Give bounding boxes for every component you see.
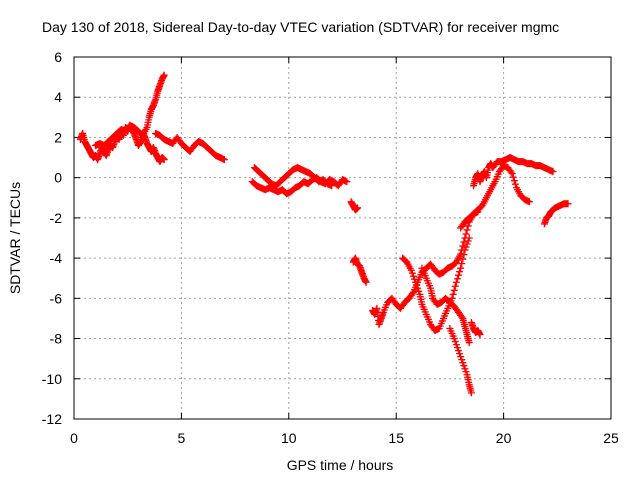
data-point: [410, 275, 418, 283]
y-tick-label: -10: [42, 371, 62, 387]
data-point: [415, 287, 423, 295]
data-point: [460, 362, 468, 370]
data-point: [448, 294, 456, 302]
x-tick-label: 15: [388, 430, 404, 446]
y-tick-labels: -12 -10 -8 -6 -4 -2 0 2 4 6: [42, 49, 62, 427]
data-point: [465, 339, 473, 347]
data-point: [408, 290, 416, 298]
data-point: [412, 278, 420, 286]
data-point: [564, 200, 572, 208]
data-point: [462, 368, 470, 376]
x-tick-label: 5: [178, 430, 186, 446]
data-point: [457, 264, 465, 272]
data-point: [408, 269, 416, 277]
x-tick-labels: 0 5 10 15 20 25: [70, 430, 619, 446]
data-point: [160, 71, 168, 79]
data-point: [458, 313, 466, 321]
x-tick-label: 0: [70, 430, 78, 446]
x-tick-label: 25: [603, 430, 619, 446]
y-tick-label: -4: [50, 250, 63, 266]
data-point: [464, 237, 472, 245]
data-point: [508, 170, 516, 178]
data-point: [450, 286, 458, 294]
y-tick-label: 6: [54, 49, 62, 65]
data-point: [457, 353, 465, 361]
data-point: [462, 243, 470, 251]
data-point: [510, 177, 518, 185]
data-point: [465, 234, 473, 242]
data-point: [461, 365, 469, 373]
data-point: [463, 226, 471, 234]
y-axis-label: SDTVAR / TECUs: [7, 182, 23, 294]
data-point: [220, 156, 228, 164]
data-point: [467, 389, 475, 397]
data-point: [451, 338, 459, 346]
data-point: [464, 222, 472, 230]
y-tick-label: -6: [50, 290, 63, 306]
data-point: [459, 359, 467, 367]
data-point: [451, 282, 459, 290]
data-point: [453, 344, 461, 352]
data-point: [160, 156, 168, 164]
data-point: [461, 246, 469, 254]
data-point: [458, 260, 466, 268]
grid: [74, 57, 611, 419]
data-point: [414, 284, 422, 292]
data-point: [459, 242, 467, 250]
data-point: [454, 271, 462, 279]
data-point: [458, 356, 466, 364]
data-point: [549, 168, 557, 176]
y-tick-label: -8: [50, 331, 63, 347]
data-point: [362, 278, 370, 286]
plot-frame: [73, 56, 612, 420]
data-point: [509, 173, 517, 181]
data-point: [407, 266, 415, 274]
data-point: [452, 278, 460, 286]
data-point: [454, 347, 462, 355]
x-tick-label: 20: [496, 430, 512, 446]
data-point: [456, 268, 464, 276]
data-point: [328, 182, 336, 190]
data-points: [76, 71, 572, 397]
data-point: [449, 290, 457, 298]
data-point: [354, 204, 362, 212]
data-point: [459, 255, 467, 263]
data-point: [460, 251, 468, 259]
y-tick-label: -12: [42, 411, 62, 427]
x-axis-label: GPS time / hours: [287, 457, 394, 473]
data-point: [476, 331, 484, 339]
x-tick-label: 10: [281, 430, 297, 446]
data-point: [452, 341, 460, 349]
data-point: [456, 350, 464, 358]
y-tick-label: 4: [54, 89, 62, 105]
data-point: [507, 168, 515, 176]
y-tick-label: -2: [50, 210, 63, 226]
y-tick-label: 0: [54, 170, 62, 186]
y-tick-label: 2: [54, 129, 62, 145]
data-point: [511, 180, 519, 188]
data-point: [409, 272, 417, 280]
data-point: [413, 281, 421, 289]
data-point: [450, 335, 458, 343]
data-point: [463, 240, 471, 248]
data-point: [525, 198, 533, 206]
data-point: [462, 230, 470, 238]
axis-ticks: [73, 56, 612, 420]
data-point: [453, 275, 461, 283]
data-point: [343, 178, 351, 186]
chart-title: Day 130 of 2018, Sidereal Day-to-day VTE…: [42, 19, 559, 35]
